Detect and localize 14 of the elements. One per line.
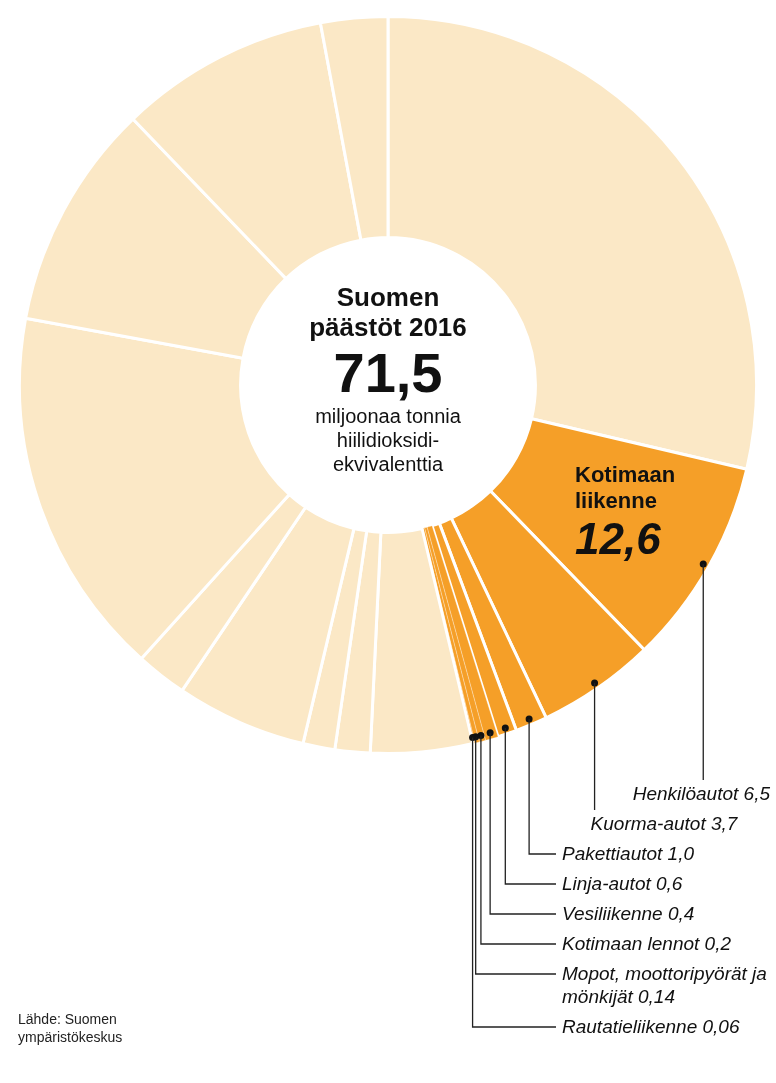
slice-label: Rautatieliikenne 0,06	[562, 1016, 740, 1037]
text: Lähde: Suomen ympäristökeskus	[18, 1010, 124, 1046]
slice-label: Henkilöautot 6,5	[632, 783, 771, 804]
text: 12,6	[575, 514, 662, 564]
slice-label: Mopot, moottoripyörät ja mönkijät 0,14	[562, 963, 767, 1007]
text: 71,5	[332, 341, 444, 404]
slice-label: Vesiliikenne 0,4	[562, 903, 695, 924]
text: Kotimaan liikenne	[575, 462, 677, 514]
text: Suomen päästöt 2016	[308, 282, 468, 342]
slice-label: Kuorma-autot 3,7	[590, 813, 739, 834]
slice-label: Pakettiautot 1,0	[562, 843, 695, 864]
text: miljoonaa tonnia hiilidioksidi-ekvivalenttia	[314, 404, 462, 476]
slice-label: Linja-autot 0,6	[562, 873, 683, 894]
slice-label: Kotimaan lennot 0,2	[562, 933, 732, 954]
